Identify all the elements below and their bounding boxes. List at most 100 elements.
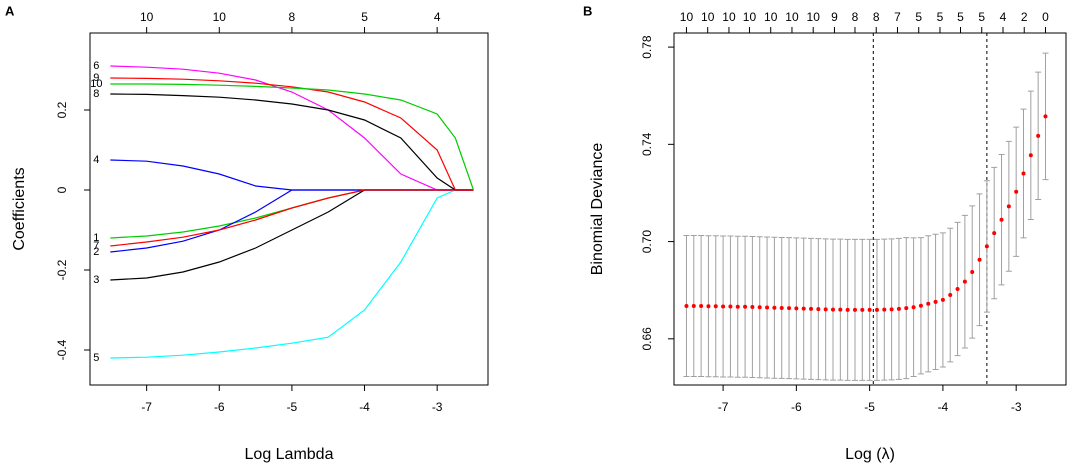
series-label: 2 [93,246,99,258]
point [1006,204,1011,209]
point [845,307,850,312]
coefficient-path [110,159,474,191]
top-tick-label: 10 [701,10,715,24]
point [955,286,960,291]
plot-frame [673,32,1067,386]
point [735,304,740,309]
point [852,307,857,312]
top-tick-label: 10 [807,10,821,24]
point [874,307,879,312]
top-tick-label: 8 [289,10,296,24]
top-tick-label: 2 [1021,10,1028,24]
y-tick-label: 0.2 [55,101,69,118]
point [948,293,953,298]
x-tick-label: -3 [432,400,443,414]
point [838,307,843,312]
top-tick-label: 10 [785,10,799,24]
point [918,303,923,308]
coefficient-path [110,189,474,253]
point [962,279,967,284]
point [823,307,828,312]
top-tick-label: 5 [957,10,964,24]
x-tick-label: -6 [214,400,225,414]
point [1028,153,1033,158]
point [779,305,784,310]
y-tick-label: 0.66 [640,327,654,351]
x-tick-label: -3 [1011,400,1022,414]
series-label: 4 [93,154,99,166]
y-tick-label: -0.4 [55,339,69,360]
y-axis-title: Coefficients [11,167,28,250]
point [940,297,945,302]
top-tick-label: 5 [361,10,368,24]
top-tick-label: 10 [213,10,227,24]
panel-label: A [5,3,15,18]
top-tick-label: 10 [680,10,694,24]
point [1036,133,1041,138]
top-tick-label: 0 [1042,10,1049,24]
point [772,305,777,310]
panel-label: B [583,3,592,18]
top-tick-label: 8 [852,10,859,24]
top-tick-label: 10 [743,10,757,24]
point [904,306,909,311]
series-label: 5 [93,352,99,364]
top-tick-label: 5 [978,10,985,24]
point [999,217,1004,222]
y-tick-label: -0.2 [55,259,69,280]
point [970,269,975,274]
point [691,303,696,308]
top-tick-label: 10 [140,10,154,24]
point [743,304,748,309]
coefficient-path [110,189,474,247]
point [1021,171,1026,176]
point [1014,189,1019,194]
top-tick-label: 10 [764,10,778,24]
point [933,299,938,304]
point [1043,114,1048,119]
x-tick-label: -4 [938,400,949,414]
top-tick-label: 5 [915,10,922,24]
series-label: 8 [93,88,99,100]
x-axis-title: Log (λ) [845,446,895,463]
point [706,304,711,309]
series-label: 7 [93,240,99,252]
point [721,304,726,309]
series-label: 10 [90,78,102,90]
point [867,307,872,312]
top-tick-label: 4 [1000,10,1007,24]
point [794,306,799,311]
point [984,244,989,249]
top-tick-label: 5 [937,10,944,24]
y-tick-label: 0.74 [640,132,654,156]
point [896,306,901,311]
point [992,231,997,236]
y-tick-label: 0.78 [640,35,654,59]
coefficient-path [110,83,475,191]
x-tick-label: -6 [791,400,802,414]
y-axis-title: Binomial Deviance [589,143,606,276]
point [882,307,887,312]
top-tick-label: 7 [894,10,901,24]
point [809,306,814,311]
point [801,306,806,311]
plot-frame [89,32,489,386]
series-label: 3 [93,274,99,286]
x-tick-label: -7 [718,400,729,414]
x-tick-label: -5 [864,400,875,414]
series-label: 6 [93,60,99,72]
x-tick-label: -7 [141,400,152,414]
point [911,305,916,310]
y-tick-label: 0.70 [640,230,654,254]
coefficient-path [110,189,474,359]
point [713,304,718,309]
point [765,305,770,310]
point [728,304,733,309]
point [889,307,894,312]
point [750,304,755,309]
point [860,307,865,312]
point [830,307,835,312]
coefficient-path [110,189,474,281]
